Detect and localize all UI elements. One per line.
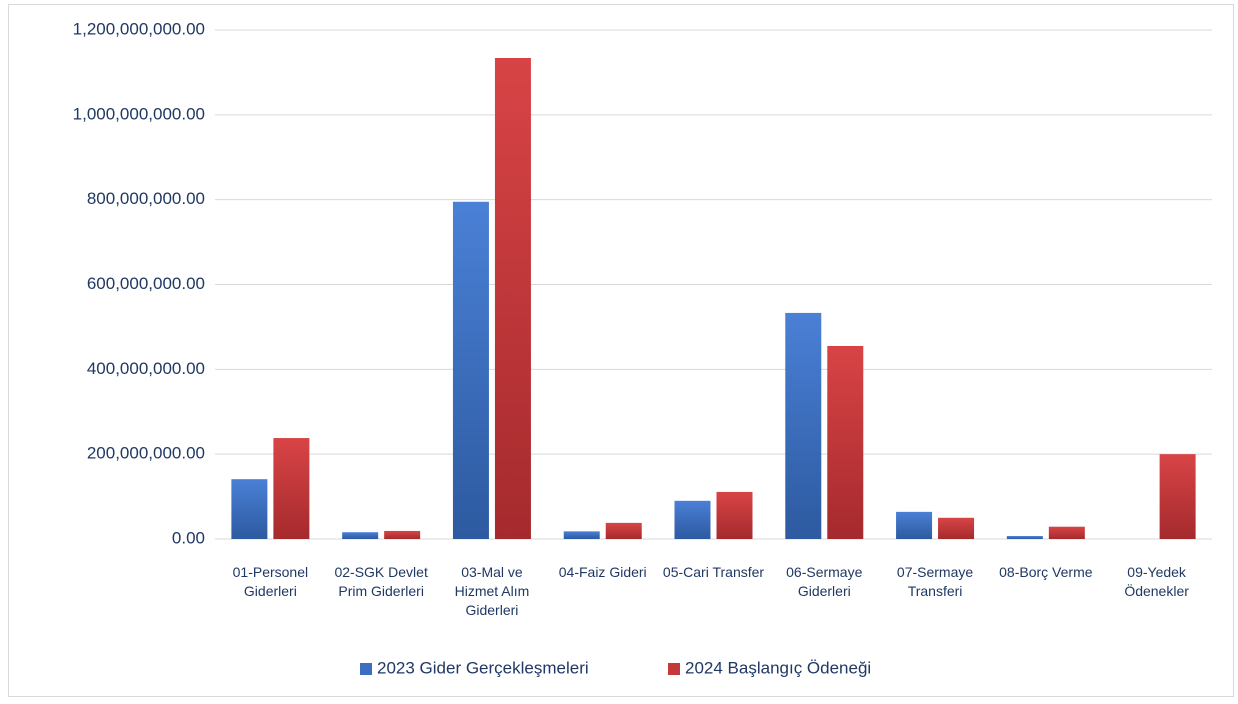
y-tick-label: 800,000,000.00: [87, 189, 205, 208]
x-tick-label: 02-SGK Devlet Prim Giderleri: [334, 564, 428, 599]
bar: [674, 500, 711, 539]
x-tick-label: 05-Cari Transfer: [662, 564, 765, 580]
x-tick-label: 08-Borç Verme: [999, 564, 1093, 580]
y-tick-label: 1,200,000,000.00: [73, 19, 205, 38]
bar: [231, 479, 268, 539]
x-tick-label: 01-Personel Giderleri: [232, 564, 309, 599]
legend-label: 2023 Gider Gerçekleşmeleri: [377, 658, 589, 677]
x-tick-label: 04-Faiz Gideri: [558, 564, 647, 580]
y-tick-label: 600,000,000.00: [87, 274, 205, 293]
bar: [605, 522, 642, 539]
bar: [1006, 536, 1043, 539]
x-tick-label: 06-Sermaye Giderleri: [786, 564, 863, 599]
bar: [563, 531, 600, 539]
bar: [452, 201, 489, 539]
bar: [273, 438, 310, 539]
bar: [785, 312, 822, 539]
x-tick-label: 07-Sermaye Transferi: [896, 564, 974, 599]
legend-label: 2024 Başlangıç Ödeneği: [685, 658, 871, 677]
y-tick-label: 400,000,000.00: [87, 359, 205, 378]
bar: [827, 346, 864, 539]
bar: [494, 57, 531, 540]
bar: [896, 511, 933, 539]
bar: [716, 491, 753, 539]
y-tick-label: 200,000,000.00: [87, 444, 205, 463]
y-tick-label: 0.00: [172, 528, 205, 547]
legend-swatch: [668, 663, 680, 675]
x-tick-label: 03-Mal ve Hizmet Alım Giderleri: [454, 564, 530, 618]
frame: [8, 4, 1234, 697]
x-tick-label: 09-Yedek Ödenekler: [1124, 564, 1189, 599]
bar: [1048, 526, 1085, 539]
legend-swatch: [360, 663, 372, 675]
y-tick-label: 1,000,000,000.00: [73, 104, 205, 123]
bar: [938, 517, 975, 539]
bar: [1159, 454, 1196, 539]
bar: [384, 530, 421, 539]
bar: [342, 532, 379, 539]
